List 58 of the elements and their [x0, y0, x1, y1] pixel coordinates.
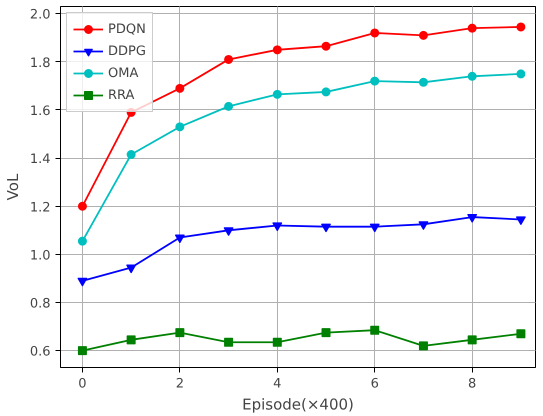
- point: [272, 338, 282, 347]
- y-tick-label: 2.0: [30, 8, 51, 23]
- y-tick-label: 1.6: [30, 104, 51, 119]
- point: [370, 76, 380, 86]
- point: [370, 326, 380, 335]
- point: [516, 69, 526, 78]
- point: [467, 214, 478, 223]
- point: [272, 45, 282, 54]
- point: [224, 227, 234, 236]
- point: [322, 87, 331, 96]
- point: [78, 202, 87, 211]
- point: [272, 222, 282, 232]
- point: [126, 264, 136, 274]
- point: [516, 22, 526, 32]
- point: [175, 84, 184, 93]
- y-axis-title: VoL: [4, 173, 22, 200]
- point: [175, 122, 184, 132]
- y-tick-label: 0.6: [30, 344, 51, 360]
- point: [272, 90, 282, 99]
- point: [175, 328, 184, 338]
- x-tick-label: 2: [176, 376, 184, 392]
- point: [516, 216, 526, 226]
- point: [321, 224, 332, 232]
- x-tick-label: 0: [78, 376, 87, 392]
- point: [174, 234, 185, 244]
- legend-label: RRA: [108, 88, 134, 102]
- legend-label: DDPG: [108, 44, 146, 58]
- y-tick-label: 1.2: [30, 200, 51, 216]
- x-axis-title: Episode(×400): [242, 396, 354, 414]
- point: [224, 338, 234, 347]
- point: [224, 102, 234, 111]
- point: [468, 24, 477, 33]
- point: [418, 221, 428, 230]
- point: [468, 72, 477, 81]
- point: [126, 150, 136, 159]
- point: [126, 335, 136, 344]
- point: [418, 78, 428, 87]
- point: [370, 28, 380, 38]
- point: [370, 224, 380, 232]
- y-tick-label: 1.0: [30, 248, 51, 264]
- y-tick-label: 0.8: [30, 296, 51, 312]
- point: [322, 328, 331, 338]
- point: [322, 42, 331, 51]
- point: [516, 329, 526, 338]
- point: [418, 341, 428, 350]
- y-tick-label: 1.4: [30, 152, 51, 168]
- point: [78, 236, 87, 246]
- y-tick-label: 1.8: [30, 56, 51, 71]
- point: [77, 278, 88, 287]
- legend-label: PDQN: [108, 22, 146, 36]
- x-tick-label: 8: [468, 376, 476, 392]
- point: [224, 54, 234, 64]
- x-tick-label: 6: [370, 376, 379, 392]
- point: [468, 335, 477, 344]
- legend-label: OMA: [108, 66, 138, 80]
- point: [78, 346, 87, 356]
- point: [418, 30, 428, 40]
- x-tick-label: 4: [273, 376, 282, 392]
